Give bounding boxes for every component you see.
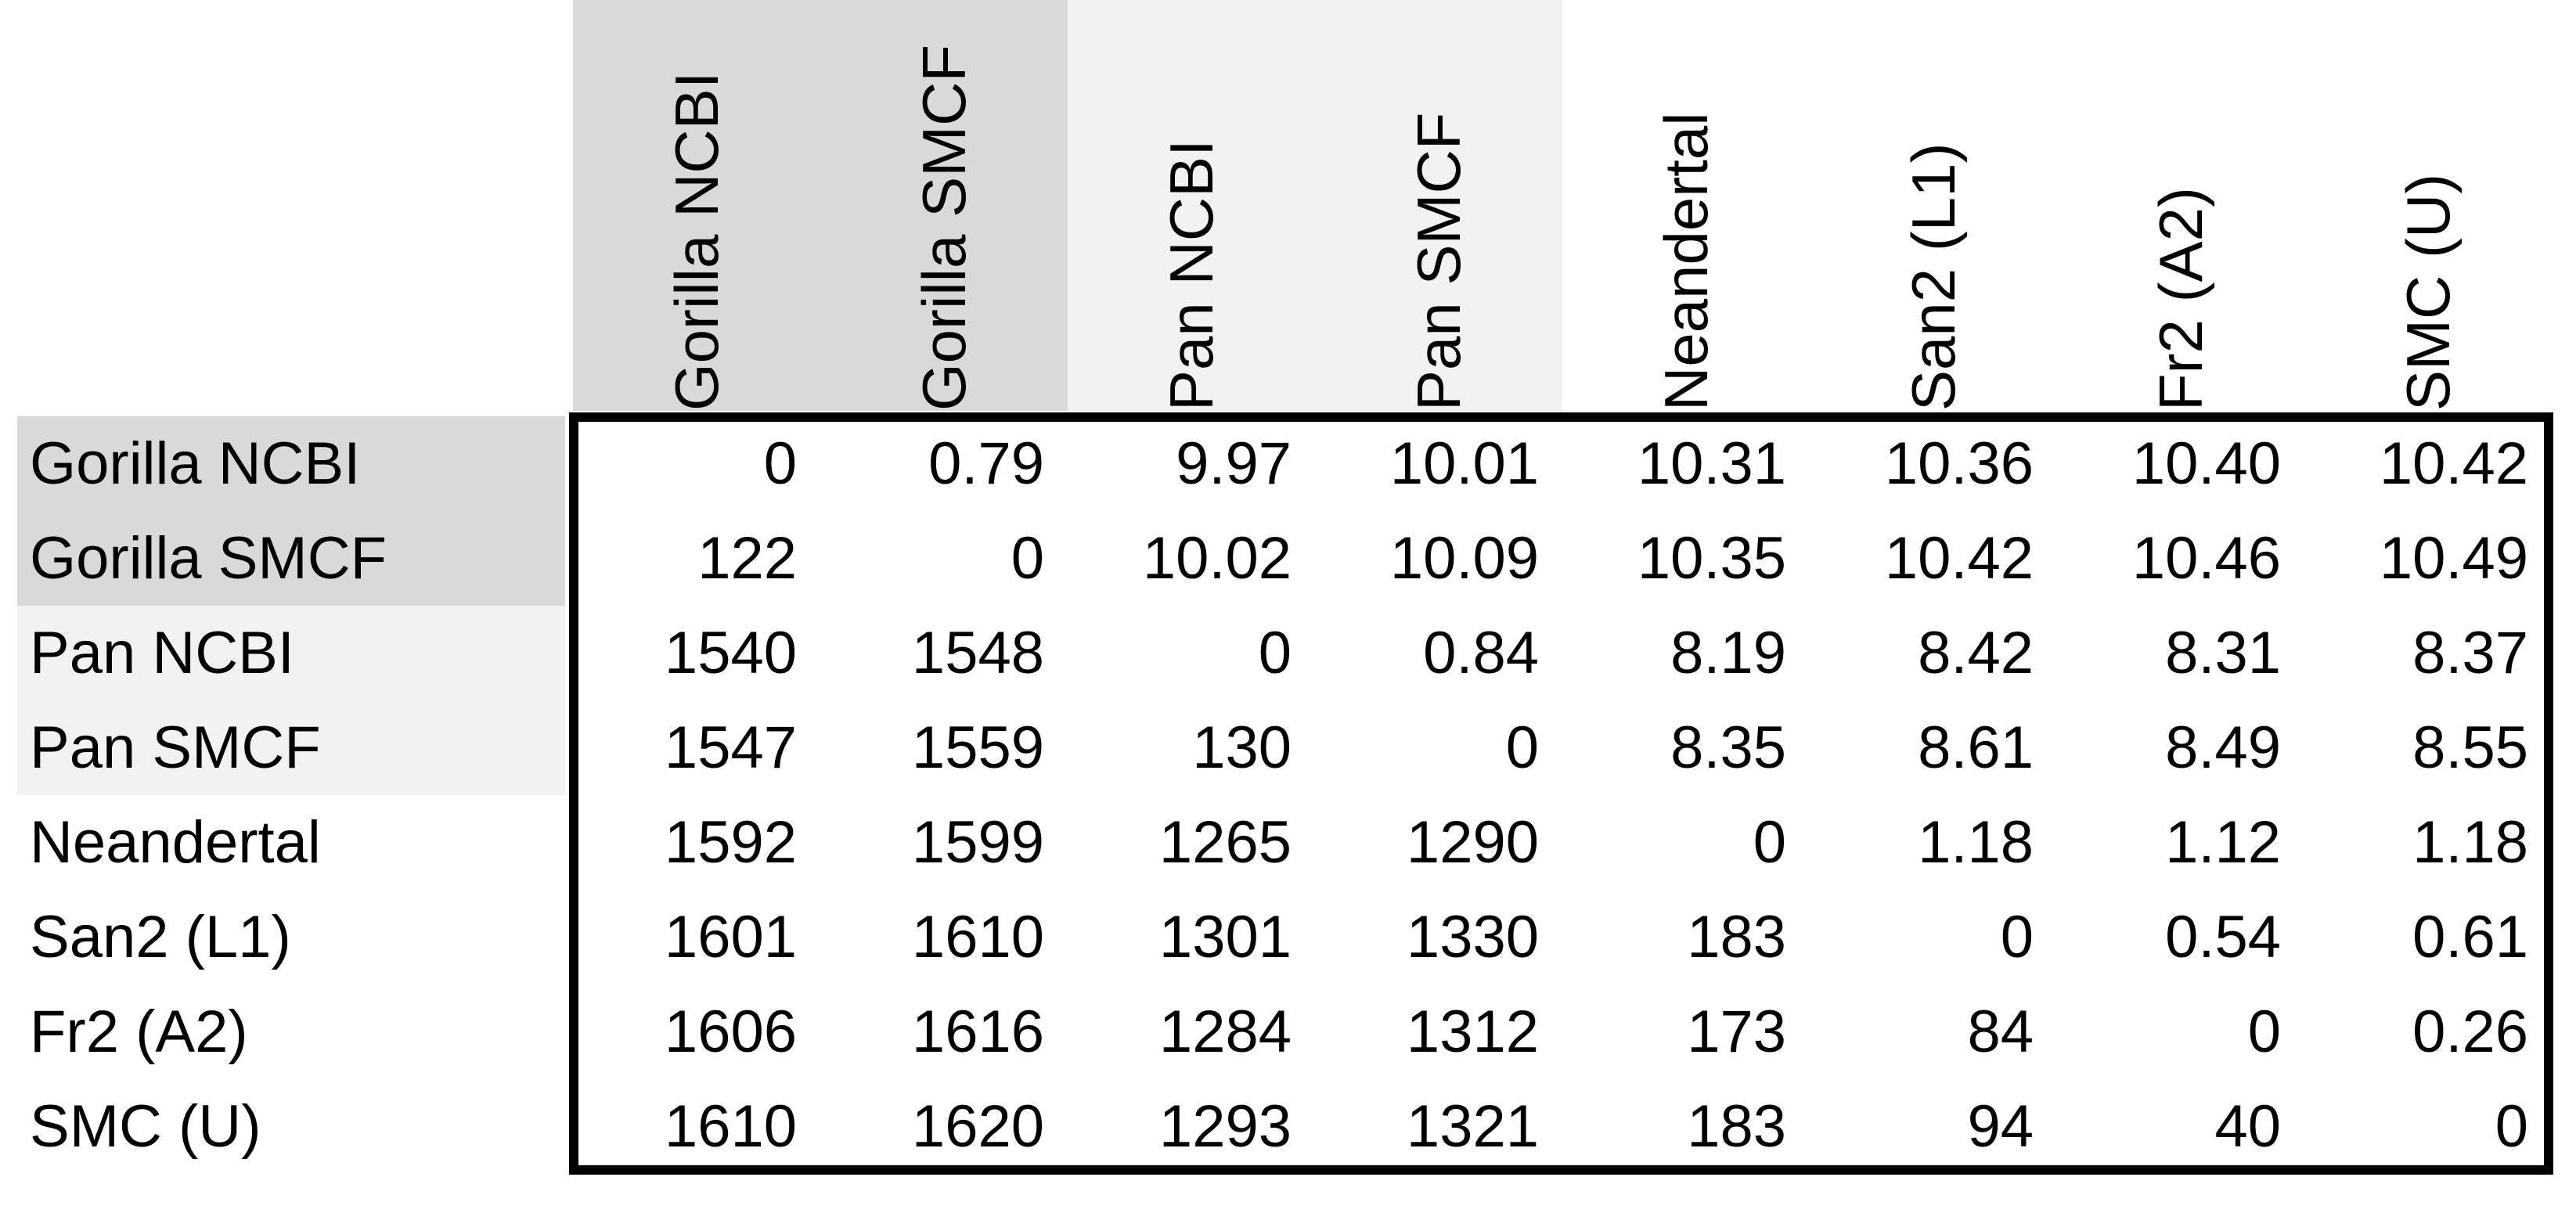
- matrix-cell: 0: [1753, 809, 1786, 876]
- matrix-cell: 8.55: [2412, 714, 2528, 781]
- matrix-cell: 10.35: [1637, 525, 1786, 592]
- matrix-cell: 0.79: [928, 430, 1044, 497]
- matrix-cell: 1.12: [2165, 809, 2281, 876]
- matrix-cell: 0.26: [2412, 999, 2528, 1065]
- matrix-cell: 0: [2247, 999, 2281, 1065]
- column-header-label: SMC (U): [2394, 173, 2463, 411]
- matrix-cell: 10.02: [1142, 525, 1292, 592]
- matrix-cell: 1.18: [2412, 809, 2528, 876]
- matrix-cell: 0: [763, 430, 797, 497]
- matrix-cell: 8.37: [2412, 620, 2528, 686]
- matrix-cell: 94: [1967, 1093, 2034, 1160]
- matrix-cell: 0.61: [2412, 904, 2528, 970]
- matrix-cell: 10.01: [1389, 430, 1539, 497]
- matrix-cell: 0.84: [1423, 620, 1539, 686]
- matrix-cell: 1606: [664, 999, 797, 1065]
- column-header-neandertal: Neandertal: [1562, 0, 1810, 411]
- matrix-cell: 1265: [1158, 809, 1292, 876]
- column-header-san2: San2 (L1): [1810, 0, 2057, 411]
- matrix-cell: 0: [1505, 714, 1539, 781]
- matrix-cell: 1592: [664, 809, 797, 876]
- matrix-cell: 10.09: [1389, 525, 1539, 592]
- gorilla-row-shade: [17, 416, 565, 606]
- matrix-cell: 40: [2214, 1093, 2281, 1160]
- matrix-cell: 0: [2000, 904, 2034, 970]
- gorilla-column-shade: [573, 0, 1068, 411]
- matrix-cell: 1330: [1406, 904, 1539, 970]
- matrix-cell: 0: [2495, 1093, 2528, 1160]
- column-header-label: Pan SMCF: [1404, 112, 1473, 411]
- matrix-cell: 1616: [911, 999, 1044, 1065]
- column-header-label: Fr2 (A2): [2146, 186, 2215, 411]
- matrix-cell: 0: [1258, 620, 1292, 686]
- matrix-cell: 8.35: [1670, 714, 1786, 781]
- matrix-cell: 8.31: [2165, 620, 2281, 686]
- matrix-cell: 1610: [911, 904, 1044, 970]
- column-header-fr2: Fr2 (A2): [2057, 0, 2304, 411]
- matrix-cell: 1559: [911, 714, 1044, 781]
- matrix-cell: 1599: [911, 809, 1044, 876]
- row-header-pan-ncbi: Pan NCBI: [30, 620, 294, 686]
- column-header-label: Gorilla SMCF: [910, 44, 978, 411]
- column-header-gorilla-ncbi: Gorilla NCBI: [573, 0, 820, 411]
- matrix-cell: 84: [1967, 999, 2034, 1065]
- matrix-cell: 0.54: [2165, 904, 2281, 970]
- matrix-cell: 1293: [1158, 1093, 1292, 1160]
- matrix-cell: 8.61: [1918, 714, 2034, 781]
- matrix-cell: 8.19: [1670, 620, 1786, 686]
- row-header-san2: San2 (L1): [30, 904, 291, 970]
- column-header-label: Pan NCBI: [1157, 139, 1226, 411]
- row-header-pan-smcf: Pan SMCF: [30, 714, 321, 781]
- row-header-gorilla-smcf: Gorilla SMCF: [30, 525, 387, 592]
- matrix-cell: 183: [1687, 1093, 1786, 1160]
- row-header-smc: SMC (U): [30, 1093, 261, 1160]
- column-header-label: Gorilla NCBI: [662, 71, 731, 411]
- matrix-cell: 8.42: [1918, 620, 2034, 686]
- matrix-cell: 10.36: [1884, 430, 2034, 497]
- matrix-cell: 10.42: [2379, 430, 2528, 497]
- matrix-cell: 1548: [911, 620, 1044, 686]
- row-header-fr2: Fr2 (A2): [30, 999, 248, 1065]
- matrix-cell: 1.18: [1918, 809, 2034, 876]
- column-header-smc: SMC (U): [2304, 0, 2552, 411]
- matrix-cell: 1547: [664, 714, 797, 781]
- row-header-gorilla-ncbi: Gorilla NCBI: [30, 430, 361, 497]
- pan-column-shade: [1068, 0, 1562, 411]
- matrix-cell: 0: [1011, 525, 1044, 592]
- matrix-cell: 183: [1687, 904, 1786, 970]
- matrix-cell: 10.40: [2131, 430, 2281, 497]
- matrix-cell: 122: [697, 525, 797, 592]
- column-header-label: Neandertal: [1652, 112, 1720, 411]
- matrix-cell: 9.97: [1176, 430, 1292, 497]
- matrix-cell: 10.42: [1884, 525, 2034, 592]
- matrix-cell: 173: [1687, 999, 1786, 1065]
- matrix-cell: 1620: [911, 1093, 1044, 1160]
- column-header-pan-smcf: Pan SMCF: [1315, 0, 1562, 411]
- matrix-cell: 1610: [664, 1093, 797, 1160]
- matrix-cell: 1290: [1406, 809, 1539, 876]
- row-header-neandertal: Neandertal: [30, 809, 321, 876]
- matrix-cell: 1301: [1158, 904, 1292, 970]
- matrix-cell: 1284: [1158, 999, 1292, 1065]
- matrix-cell: 10.46: [2131, 525, 2281, 592]
- matrix-cell: 1312: [1406, 999, 1539, 1065]
- column-header-label: San2 (L1): [1899, 142, 1968, 411]
- matrix-cell: 10.49: [2379, 525, 2528, 592]
- matrix-cell: 8.49: [2165, 714, 2281, 781]
- matrix-cell: 1540: [664, 620, 797, 686]
- pan-row-shade: [17, 606, 565, 795]
- matrix-cell: 1601: [664, 904, 797, 970]
- column-header-gorilla-smcf: Gorilla SMCF: [820, 0, 1068, 411]
- matrix-cell: 1321: [1406, 1093, 1539, 1160]
- matrix-cell: 130: [1192, 714, 1292, 781]
- matrix-cell: 10.31: [1637, 430, 1786, 497]
- column-header-pan-ncbi: Pan NCBI: [1068, 0, 1315, 411]
